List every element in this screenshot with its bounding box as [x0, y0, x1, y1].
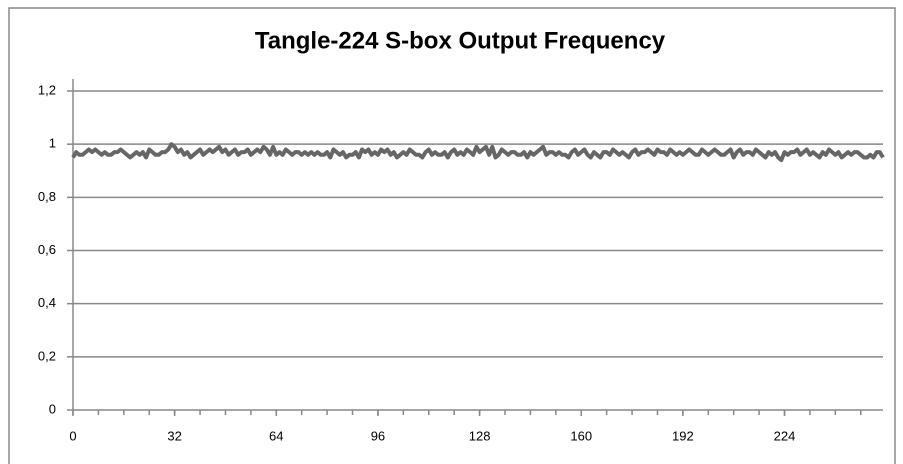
- y-tick-label: 0,4: [38, 295, 56, 310]
- x-tick-label: 192: [672, 428, 694, 443]
- y-tick-label: 1,2: [38, 82, 56, 97]
- data-line: [71, 142, 885, 163]
- x-tick-label: 64: [269, 428, 283, 443]
- y-tick-label: 0,6: [38, 242, 56, 257]
- y-tick-label: 1: [49, 136, 56, 151]
- x-tick-label: 128: [469, 428, 491, 443]
- x-tick-label: 160: [570, 428, 592, 443]
- x-tick-label: 32: [167, 428, 181, 443]
- chart-title: Tangle-224 S-box Output Frequency: [255, 27, 666, 54]
- x-tick-label: 96: [371, 428, 385, 443]
- y-tick-label: 0,8: [38, 189, 56, 204]
- x-tick-label: 224: [774, 428, 796, 443]
- y-tick-label: 0: [49, 401, 56, 416]
- y-tick-label: 0,2: [38, 348, 56, 363]
- x-tick-label: 0: [69, 428, 76, 443]
- chart-frame: [8, 7, 896, 464]
